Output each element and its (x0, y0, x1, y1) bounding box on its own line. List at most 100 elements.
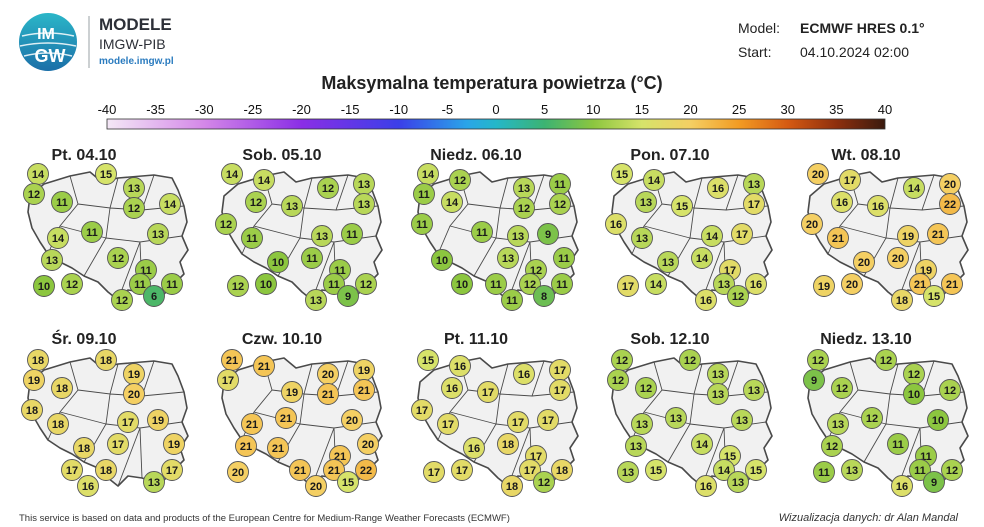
temperature-marker (665, 407, 687, 429)
temperature-marker (513, 363, 535, 385)
temperature-marker (497, 247, 519, 269)
temperature-marker (927, 409, 949, 431)
temperature-value: 16 (468, 443, 480, 455)
temperature-value: 13 (748, 385, 760, 397)
temperature-value: 17 (416, 405, 428, 417)
temperature-marker (897, 225, 919, 247)
temperature-marker (617, 275, 639, 297)
temperature-marker (813, 275, 835, 297)
temperature-value: 12 (220, 219, 232, 231)
brand-url[interactable]: modele.imgw.pl (99, 56, 174, 67)
temperature-value: 11 (418, 189, 430, 201)
temperature-value: 13 (732, 477, 744, 489)
colorbar-tick-label: 20 (683, 102, 697, 117)
temperature-value: 20 (362, 439, 374, 451)
day-title: Niedz. 06.10 (430, 147, 522, 164)
temperature-value: 12 (826, 441, 838, 453)
imgw-logo[interactable]: IM GW (19, 13, 77, 71)
temperature-marker (51, 191, 73, 213)
temperature-value: 19 (286, 387, 298, 399)
temperature-value: 17 (622, 281, 634, 293)
temperature-marker (451, 459, 473, 481)
temperature-value: 22 (944, 199, 956, 211)
temperature-marker (41, 249, 63, 271)
temperature-marker (217, 369, 239, 391)
temperature-value: 13 (622, 467, 634, 479)
temperature-value: 17 (112, 439, 124, 451)
temperature-value: 18 (506, 481, 518, 493)
temperature-value: 10 (260, 279, 272, 291)
temperature-value: 11 (490, 279, 502, 291)
temperature-marker (441, 377, 463, 399)
temperature-value: 20 (944, 179, 956, 191)
temperature-value: 12 (946, 465, 958, 477)
temperature-marker (841, 273, 863, 295)
temperature-marker (745, 273, 767, 295)
temperature-value: 17 (512, 417, 524, 429)
temperature-marker (227, 275, 249, 297)
temperature-value: 17 (524, 465, 536, 477)
temperature-value: 12 (640, 383, 652, 395)
temperature-value: 11 (246, 233, 258, 245)
temperature-value: 10 (436, 255, 448, 267)
temperature-value: 14 (908, 183, 921, 195)
temperature-value: 12 (116, 295, 128, 307)
temperature-marker (727, 285, 749, 307)
temperature-marker (713, 273, 735, 295)
temperature-value: 15 (928, 291, 940, 303)
temperature-marker (605, 213, 627, 235)
temperature-marker (513, 197, 535, 219)
temperature-marker (417, 349, 439, 371)
temperature-value: 21 (294, 465, 306, 477)
temperature-value: 13 (358, 199, 370, 211)
temperature-value: 11 (334, 265, 346, 277)
temperature-value: 11 (134, 279, 146, 291)
temperature-value: 12 (880, 355, 892, 367)
temperature-value: 16 (446, 383, 458, 395)
temperature-marker (143, 471, 165, 493)
temperature-marker (33, 275, 55, 297)
colorbar-tick-label: 40 (878, 102, 892, 117)
colorbar-tick-label: 25 (732, 102, 746, 117)
temperature-marker (241, 413, 263, 435)
temperature-marker (743, 379, 765, 401)
temperature-value: 14 (648, 175, 661, 187)
temperature-value: 11 (140, 265, 152, 277)
temperature-value: 12 (554, 199, 566, 211)
temperature-marker (411, 213, 433, 235)
temperature-marker (507, 411, 529, 433)
temperature-value: 21 (832, 233, 844, 245)
temperature-value: 19 (128, 369, 140, 381)
temperature-marker (611, 163, 633, 185)
temperature-value: 8 (541, 291, 547, 303)
day-title: Sob. 05.10 (242, 147, 321, 164)
temperature-marker (923, 471, 945, 493)
temperature-value: 18 (32, 355, 44, 367)
temperature-value: 18 (26, 405, 38, 417)
temperature-marker (941, 273, 963, 295)
temperature-marker (831, 191, 853, 213)
temperature-marker (227, 461, 249, 483)
temperature-marker (437, 413, 459, 435)
temperature-value: 19 (28, 375, 40, 387)
temperature-marker (537, 409, 559, 431)
temperature-marker (23, 183, 45, 205)
temperature-marker (903, 177, 925, 199)
temperature-marker (411, 399, 433, 421)
temperature-marker (617, 461, 639, 483)
temperature-value: 11 (892, 439, 904, 451)
temperature-value: 13 (712, 369, 724, 381)
logo-word-bottom: GW (35, 46, 66, 66)
temperature-marker (635, 191, 657, 213)
temperature-value: 15 (650, 465, 662, 477)
temperature-marker (909, 273, 931, 295)
temperature-marker (923, 285, 945, 307)
temperature-value: 11 (920, 451, 932, 463)
temperature-marker (533, 285, 555, 307)
temperature-value: 12 (908, 369, 920, 381)
colorbar-tick-label: 30 (781, 102, 795, 117)
temperature-marker (691, 433, 713, 455)
temperature-marker (317, 177, 339, 199)
day-title: Czw. 10.10 (242, 331, 322, 348)
temperature-value: 11 (556, 279, 568, 291)
